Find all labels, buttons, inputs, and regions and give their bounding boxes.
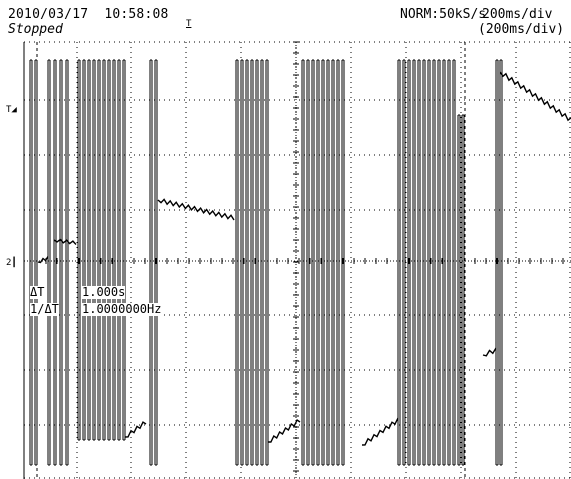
zoom-timebase-setting: (200ms/div): [478, 22, 565, 37]
trigger-position-marker: T: [186, 19, 192, 29]
inverse-delta-t-value: 1.0000000Hz: [82, 302, 162, 316]
pulse-burst: [47, 59, 69, 466]
timebase-setting: 200ms/div: [482, 7, 553, 22]
ripple-segment: [124, 421, 147, 438]
ripple-segment: [268, 418, 301, 443]
channel-ground-marker: 2┃: [6, 258, 17, 268]
acquisition-timestamp: 2010/03/17 10:58:08: [8, 7, 169, 22]
pulse-burst: [495, 59, 503, 466]
pulse-burst: [301, 59, 345, 466]
ripple-segment: [37, 256, 49, 264]
graticule: [23, 41, 571, 479]
trigger-level-marker: T◢: [6, 105, 17, 115]
delta-t-label: ΔT: [30, 285, 45, 299]
delta-t-value: 1.000s: [82, 285, 126, 299]
acquisition-mode-sample-rate: NORM:50kS/s: [400, 7, 487, 22]
inverse-delta-t-label: 1/ΔT: [30, 302, 59, 316]
acquisition-status: Stopped: [8, 22, 63, 37]
pulse-burst: [149, 59, 158, 466]
pulse-burst: [29, 59, 38, 466]
ripple-segment: [361, 417, 399, 446]
pulse-burst: [77, 59, 126, 441]
ripple-segment: [157, 198, 235, 221]
pulse-burst: [235, 59, 269, 466]
channel-trace: [29, 59, 571, 466]
pulse-burst: [457, 114, 465, 466]
ripple-segment: [53, 238, 77, 245]
ripple-segment: [482, 347, 497, 357]
pulse-burst: [397, 59, 456, 466]
ripple-segment: [499, 71, 571, 122]
